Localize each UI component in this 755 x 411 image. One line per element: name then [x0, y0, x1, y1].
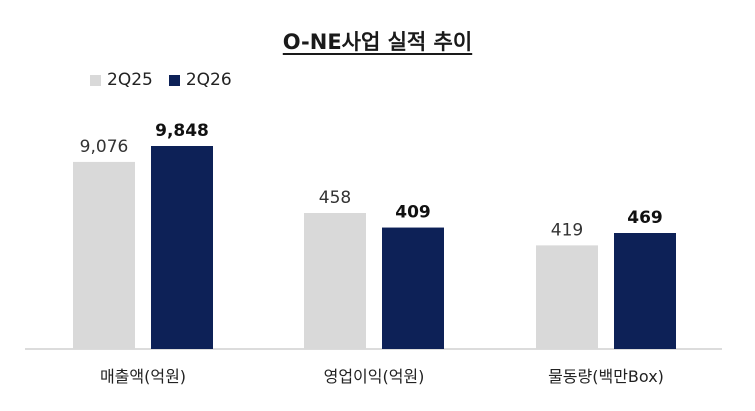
- data-label-2q25-2: 419: [551, 220, 583, 240]
- legend-label-2q26: 2Q26: [185, 70, 232, 90]
- bar-2q26-0: [151, 146, 213, 349]
- bar-2q26-2: [614, 233, 676, 349]
- data-label-2q25-0: 9,076: [80, 137, 129, 157]
- data-label-2q26-2: 469: [627, 208, 663, 228]
- category-label-0: 매출액(억원): [100, 367, 186, 386]
- legend-label-2q25: 2Q25: [107, 70, 153, 90]
- legend: 2Q25 2Q26: [90, 70, 232, 90]
- bar-2q26-1: [382, 227, 444, 349]
- legend-item-2q26: 2Q26: [168, 70, 232, 90]
- chart-title: O-NE사업 실적 추이: [282, 30, 473, 54]
- data-label-2q26-1: 409: [395, 203, 431, 223]
- bar-2q25-1: [304, 213, 366, 349]
- bar-2q25-2: [536, 245, 598, 349]
- data-label-2q25-1: 458: [319, 188, 351, 208]
- category-label-1: 영업이익(억원): [324, 367, 425, 386]
- bar-2q25-0: [73, 161, 135, 349]
- legend-swatch-2q25: [90, 74, 101, 86]
- category-label-2: 물동량(백만Box): [548, 367, 664, 386]
- legend-item-2q25: 2Q25: [90, 70, 153, 90]
- legend-swatch-2q26: [168, 74, 180, 86]
- data-label-2q26-0: 9,848: [155, 121, 209, 141]
